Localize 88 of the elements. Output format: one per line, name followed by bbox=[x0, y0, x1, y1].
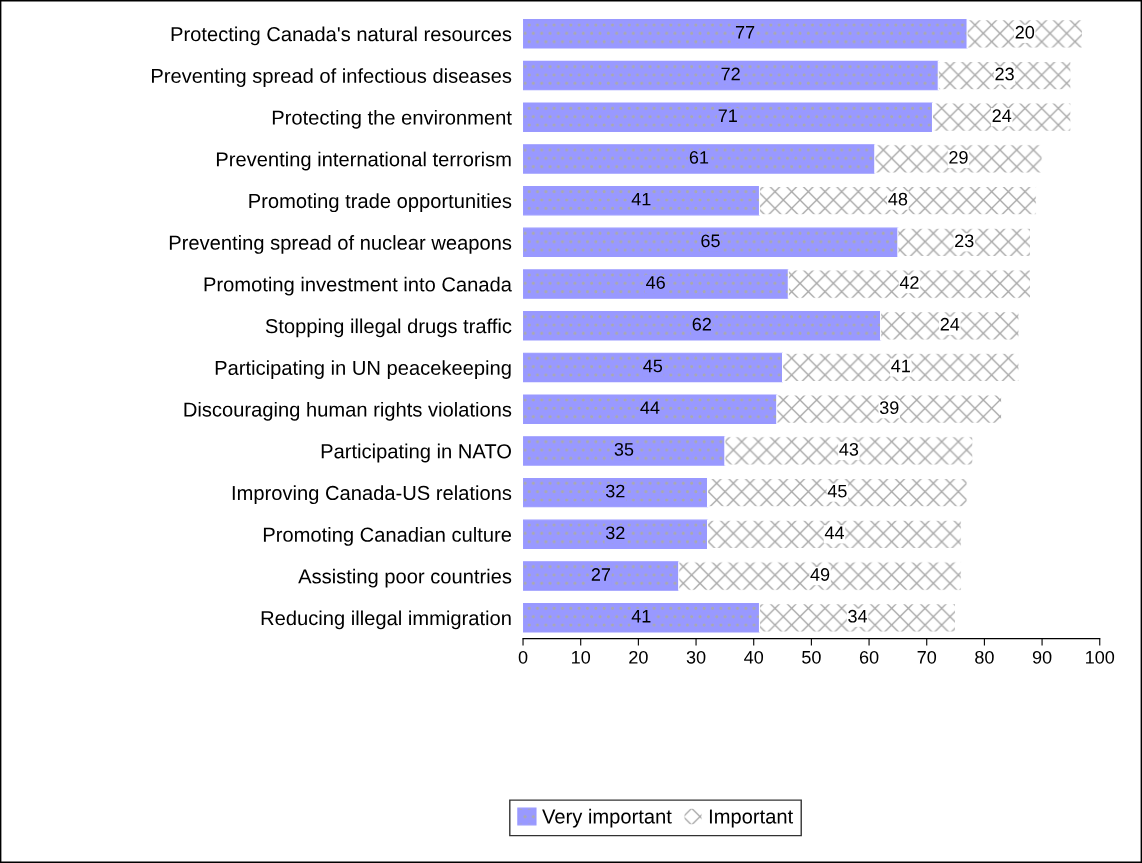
bar bbox=[523, 311, 882, 341]
data-label: 23 bbox=[995, 67, 1014, 81]
y-tick-label: Stopping illegal drugs traffic bbox=[265, 318, 512, 338]
bar bbox=[523, 60, 939, 91]
y-tick-label: Participating in NATO bbox=[321, 443, 511, 463]
data-label: 48 bbox=[888, 192, 908, 206]
y-tick-label: Preventing international terrorism bbox=[216, 151, 511, 171]
y-tick-label: Protecting the environment bbox=[272, 109, 512, 129]
bar bbox=[523, 144, 876, 174]
data-label: 27 bbox=[591, 568, 611, 581]
bar bbox=[966, 19, 1083, 49]
y-tick-label: Assisting poor countries bbox=[298, 568, 512, 588]
data-label: 45 bbox=[827, 484, 847, 498]
x-tick-label: 90 bbox=[1032, 650, 1052, 664]
x-tick-label: 70 bbox=[917, 650, 937, 664]
data-label: 39 bbox=[879, 401, 899, 415]
data-label: 23 bbox=[955, 234, 974, 248]
bar bbox=[523, 436, 726, 466]
data-label: 71 bbox=[718, 109, 737, 122]
data-label: 24 bbox=[940, 317, 960, 331]
data-label: 45 bbox=[643, 359, 663, 373]
x-tick-label: 60 bbox=[859, 650, 879, 664]
data-label: 44 bbox=[824, 526, 844, 540]
data-label: 77 bbox=[735, 26, 755, 39]
data-label: 41 bbox=[631, 610, 651, 623]
bar bbox=[707, 519, 962, 550]
data-label: 62 bbox=[692, 317, 711, 331]
legend-label: Important bbox=[709, 809, 794, 828]
data-label: 72 bbox=[721, 67, 740, 81]
x-tick-label: 0 bbox=[518, 650, 528, 664]
bar bbox=[523, 477, 709, 508]
y-tick-label: Promoting Canadian culture bbox=[263, 527, 512, 546]
x-tick-label: 50 bbox=[802, 650, 821, 664]
x-tick-label: 10 bbox=[572, 650, 591, 664]
data-label: 35 bbox=[614, 442, 634, 456]
data-label: 44 bbox=[640, 401, 660, 414]
x-tick-label: 40 bbox=[744, 650, 764, 664]
data-label: 32 bbox=[605, 526, 625, 540]
bar bbox=[523, 394, 778, 424]
bar bbox=[678, 561, 962, 591]
data-label: 29 bbox=[949, 151, 968, 164]
data-label: 49 bbox=[810, 568, 830, 581]
bar bbox=[523, 519, 709, 550]
bar bbox=[874, 144, 1043, 174]
legend-label: Very important bbox=[542, 808, 672, 828]
data-label: 61 bbox=[689, 151, 709, 164]
y-tick-label: Protecting Canada's natural resources bbox=[171, 26, 512, 46]
x-tick-label: 80 bbox=[975, 650, 994, 664]
data-label: 34 bbox=[848, 609, 868, 623]
bar bbox=[776, 394, 1003, 424]
y-tick-label: Improving Canada-US relations bbox=[232, 485, 512, 505]
bar bbox=[724, 436, 974, 466]
data-label: 65 bbox=[701, 234, 720, 248]
bar bbox=[523, 269, 789, 299]
y-tick-label: Promoting investment into Canada bbox=[204, 276, 512, 296]
bar bbox=[937, 60, 1072, 91]
data-label: 32 bbox=[605, 484, 625, 498]
bar bbox=[523, 227, 899, 258]
bar bbox=[707, 477, 968, 508]
y-tick-label: Discouraging human rights violations bbox=[184, 401, 512, 421]
bar bbox=[758, 603, 957, 633]
bar bbox=[758, 185, 1037, 216]
bar bbox=[523, 19, 968, 49]
y-tick-label: Preventing spread of infectious diseases bbox=[152, 68, 512, 87]
bar bbox=[787, 269, 1032, 299]
bar bbox=[897, 227, 1032, 258]
bar bbox=[782, 352, 1020, 383]
bar bbox=[931, 102, 1072, 132]
data-label: 20 bbox=[1015, 25, 1035, 39]
x-tick-label: 100 bbox=[1086, 650, 1115, 664]
y-tick-label: Participating in UN peacekeeping bbox=[215, 360, 511, 379]
data-label: 24 bbox=[992, 109, 1012, 122]
data-label: 42 bbox=[899, 276, 919, 289]
data-label: 41 bbox=[631, 192, 651, 206]
bar bbox=[523, 102, 934, 132]
y-tick-label: Reducing illegal immigration bbox=[261, 610, 511, 630]
data-label: 46 bbox=[646, 276, 665, 289]
bar bbox=[523, 352, 784, 383]
data-label: 41 bbox=[891, 359, 910, 373]
data-label: 43 bbox=[839, 442, 859, 456]
y-tick-label: Preventing spread of nuclear weapons bbox=[169, 235, 512, 254]
bar bbox=[523, 185, 761, 216]
bar bbox=[880, 311, 1020, 341]
bar bbox=[523, 561, 680, 591]
x-tick-label: 20 bbox=[629, 650, 648, 664]
bar bbox=[523, 603, 761, 633]
x-tick-label: 30 bbox=[686, 650, 706, 664]
y-tick-label: Promoting trade opportunities bbox=[249, 193, 512, 213]
